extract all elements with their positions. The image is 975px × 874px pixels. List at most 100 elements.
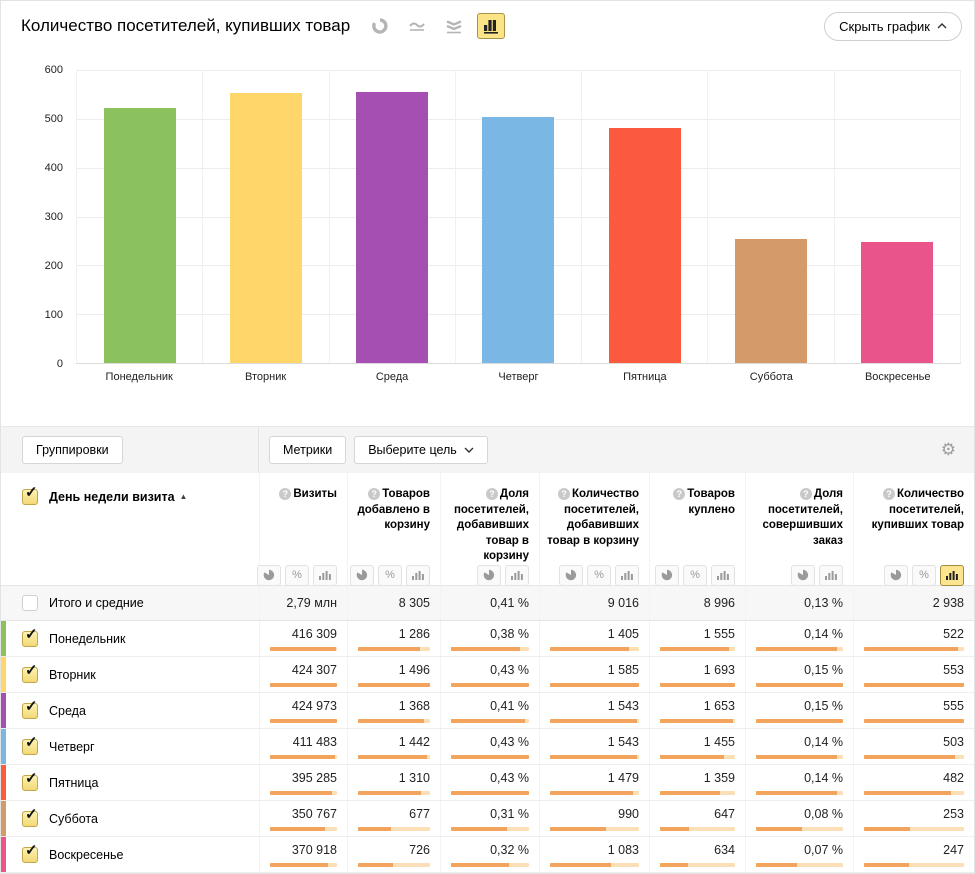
bar-tuesday[interactable] bbox=[229, 92, 302, 363]
select-all-checkbox[interactable]: ✓ bbox=[22, 484, 38, 505]
help-icon[interactable]: ? bbox=[882, 488, 895, 500]
cell-value: 1 405 bbox=[539, 621, 649, 656]
percent-toggle[interactable]: % bbox=[378, 564, 402, 586]
row-checkbox[interactable]: ✓ bbox=[22, 734, 38, 755]
bar-thursday[interactable] bbox=[482, 117, 555, 363]
checkmark-icon: ✓ bbox=[25, 841, 38, 859]
totals-checkbox[interactable] bbox=[22, 595, 38, 611]
cell-value: 247 bbox=[853, 837, 974, 872]
bars-toggle[interactable] bbox=[406, 564, 430, 586]
pie-toggle[interactable] bbox=[655, 564, 679, 586]
help-icon[interactable]: ? bbox=[557, 488, 570, 500]
bar-sunday[interactable] bbox=[861, 242, 934, 363]
bars-toggle[interactable] bbox=[711, 564, 735, 586]
select-goal-label: Выберите цель bbox=[368, 443, 457, 457]
cell-value: 1 368 bbox=[347, 693, 440, 728]
row-color-strip bbox=[1, 765, 6, 800]
value-minibar bbox=[864, 647, 964, 651]
pie-toggle[interactable] bbox=[350, 564, 374, 586]
view-toggles: % bbox=[257, 564, 337, 586]
pie-toggle[interactable] bbox=[257, 564, 281, 586]
bar-monday[interactable] bbox=[103, 108, 176, 363]
row-checkbox[interactable]: ✓ bbox=[22, 662, 38, 683]
value-minibar bbox=[550, 827, 639, 831]
checkmark-icon: ✓ bbox=[25, 805, 38, 823]
table-row-friday[interactable]: ✓ Пятница 395 285 1 310 0,43 % 1 479 1 3… bbox=[1, 765, 974, 801]
row-checkbox[interactable]: ✓ bbox=[22, 842, 38, 863]
cell-value: 0,15 % bbox=[745, 693, 853, 728]
view-toggles bbox=[477, 564, 529, 586]
value-minibar bbox=[358, 827, 430, 831]
help-icon[interactable]: ? bbox=[368, 488, 381, 500]
totals-value: 8 996 bbox=[649, 586, 745, 620]
value-minibar bbox=[864, 827, 964, 831]
value-minibar bbox=[358, 683, 430, 687]
hide-chart-button[interactable]: Скрыть график bbox=[824, 11, 962, 41]
help-icon[interactable]: ? bbox=[673, 488, 686, 500]
cell-value: 1 543 bbox=[539, 729, 649, 764]
pie-toggle[interactable] bbox=[791, 564, 815, 586]
pie-chart-icon[interactable] bbox=[366, 13, 394, 39]
table-row-tuesday[interactable]: ✓ Вторник 424 307 1 496 0,43 % 1 585 1 6… bbox=[1, 657, 974, 693]
value-minibar bbox=[864, 791, 964, 795]
metrics-button[interactable]: Метрики bbox=[269, 436, 347, 464]
hide-chart-label: Скрыть график bbox=[839, 18, 930, 34]
table-row-thursday[interactable]: ✓ Четверг 411 483 1 442 0,43 % 1 543 1 4… bbox=[1, 729, 974, 765]
bars-toggle-active[interactable] bbox=[940, 564, 964, 586]
dimension-header-label[interactable]: День недели визита ▲ bbox=[49, 490, 188, 504]
table-controls: Группировки Метрики Выберите цель ⚙ bbox=[1, 426, 974, 473]
table-row-saturday[interactable]: ✓ Суббота 350 767 677 0,31 % 990 647 0,0… bbox=[1, 801, 974, 837]
totals-value: 0,13 % bbox=[745, 586, 853, 620]
table-row-wednesday[interactable]: ✓ Среда 424 973 1 368 0,41 % 1 543 1 653… bbox=[1, 693, 974, 729]
bars-toggle[interactable] bbox=[819, 564, 843, 586]
value-minibar bbox=[270, 755, 337, 759]
chart-type-switcher bbox=[366, 13, 506, 39]
pie-toggle[interactable] bbox=[884, 564, 908, 586]
percent-toggle[interactable]: % bbox=[587, 564, 611, 586]
cell-value: 1 442 bbox=[347, 729, 440, 764]
pie-toggle[interactable] bbox=[559, 564, 583, 586]
percent-toggle[interactable]: % bbox=[285, 564, 309, 586]
y-tick: 500 bbox=[44, 113, 63, 125]
bar-chart: 600 500 400 300 200 100 0 bbox=[1, 51, 974, 426]
pie-toggle[interactable] bbox=[477, 564, 501, 586]
table-row-monday[interactable]: ✓ Понедельник 416 309 1 286 0,38 % 1 405… bbox=[1, 621, 974, 657]
row-color-strip bbox=[1, 621, 6, 656]
bar-slot bbox=[76, 70, 202, 363]
help-icon[interactable]: ? bbox=[279, 488, 292, 500]
groupings-button[interactable]: Группировки bbox=[22, 436, 123, 464]
x-tick: Вторник bbox=[245, 371, 287, 383]
bars-toggle[interactable] bbox=[505, 564, 529, 586]
row-color-strip bbox=[1, 837, 6, 872]
bar-friday[interactable] bbox=[608, 127, 681, 363]
help-icon[interactable]: ? bbox=[799, 488, 812, 500]
row-checkbox[interactable]: ✓ bbox=[22, 806, 38, 827]
row-checkbox[interactable]: ✓ bbox=[22, 698, 38, 719]
bar-wednesday[interactable] bbox=[356, 91, 429, 363]
column-chart-icon[interactable] bbox=[477, 13, 506, 39]
cell-value: 370 918 bbox=[259, 837, 347, 872]
cell-value: 647 bbox=[649, 801, 745, 836]
table-row-sunday[interactable]: ✓ Воскресенье 370 918 726 0,32 % 1 083 6… bbox=[1, 837, 974, 873]
bar-saturday[interactable] bbox=[735, 239, 808, 363]
bar-slot bbox=[328, 70, 455, 363]
percent-toggle[interactable]: % bbox=[912, 564, 936, 586]
row-label: Среда bbox=[49, 703, 86, 718]
select-goal-button[interactable]: Выберите цель bbox=[354, 436, 488, 464]
row-label: Четверг bbox=[49, 739, 95, 754]
line-chart-icon[interactable] bbox=[403, 13, 431, 39]
view-toggles: % bbox=[350, 564, 430, 586]
row-checkbox[interactable]: ✓ bbox=[22, 770, 38, 791]
x-tick: Пятница bbox=[623, 371, 667, 383]
stacked-area-icon[interactable] bbox=[440, 13, 468, 39]
help-icon[interactable]: ? bbox=[485, 488, 498, 500]
view-toggles: % bbox=[559, 564, 639, 586]
bars-toggle[interactable] bbox=[313, 564, 337, 586]
checkmark-icon: ✓ bbox=[25, 484, 38, 501]
bars-toggle[interactable] bbox=[615, 564, 639, 586]
row-checkbox[interactable]: ✓ bbox=[22, 626, 38, 647]
gear-icon[interactable]: ⚙ bbox=[940, 440, 956, 460]
x-tick: Понедельник bbox=[105, 371, 173, 383]
percent-toggle[interactable]: % bbox=[683, 564, 707, 586]
cell-value: 503 bbox=[853, 729, 974, 764]
